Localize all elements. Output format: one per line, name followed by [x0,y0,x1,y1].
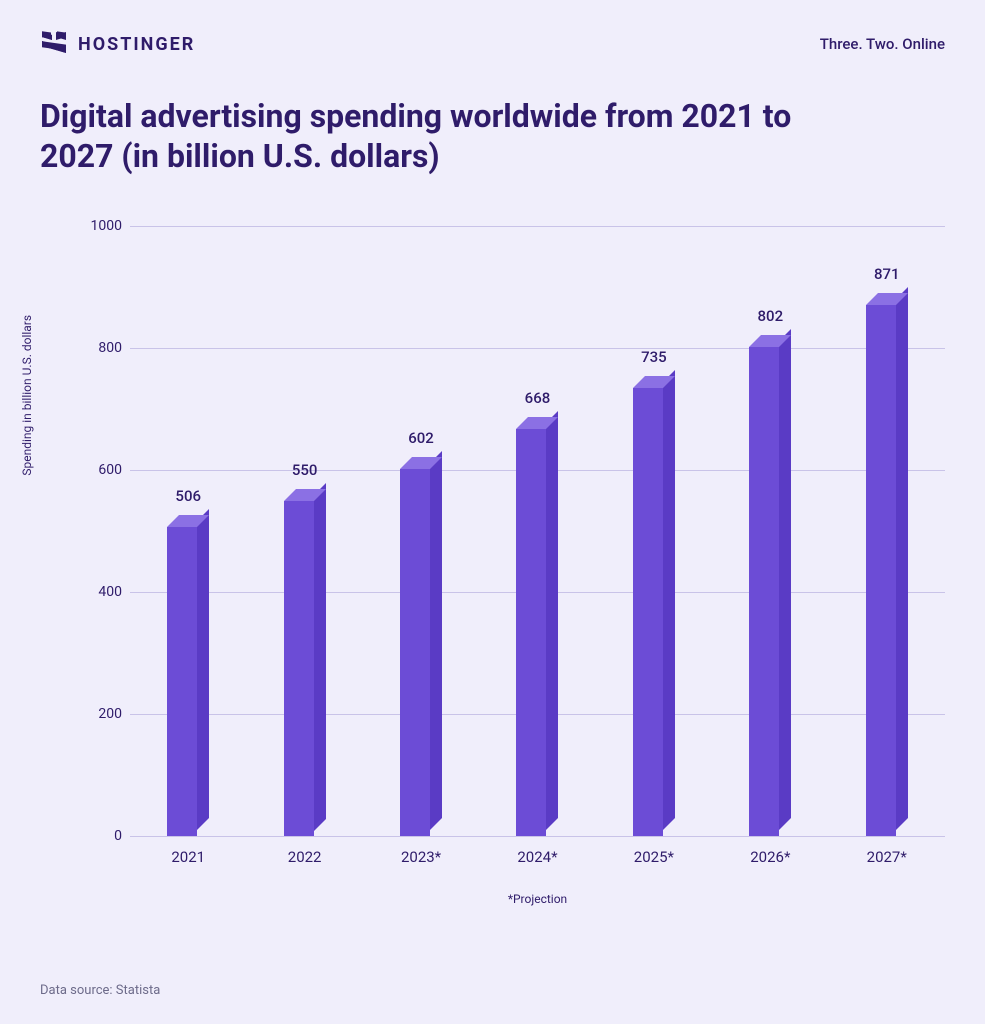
x-tick-label: 2024* [517,848,557,866]
brand-name: HOSTINGER [78,34,195,55]
bar: 668 [516,429,558,836]
brand-logo-icon [40,28,68,60]
bar-value-label: 506 [175,487,201,505]
bar-column: 8712027* [842,226,932,836]
bar: 506 [167,527,209,836]
x-tick-label: 2022 [288,848,322,866]
plot-area: *Projection 0200400600800100050620215502… [130,226,945,836]
bar-front [633,388,663,836]
bar-side [314,483,326,831]
data-source: Data source: Statista [40,983,160,998]
bar-side [896,287,908,830]
bar-column: 6022023* [376,226,466,836]
x-tick-label: 2023* [401,848,441,866]
bar-column: 8022026* [726,226,816,836]
x-tick-label: 2026* [750,848,790,866]
bar-front [516,429,546,836]
y-tick-label: 600 [82,462,122,478]
bar-column: 6682024* [493,226,583,836]
bar-side [546,411,558,830]
bar-value-label: 550 [292,461,318,479]
y-tick-label: 800 [82,340,122,356]
bar-column: 5502022 [260,226,350,836]
x-tick-label: 2027* [867,848,907,866]
bar-column: 5062021 [143,226,233,836]
bar-column: 7352025* [609,226,699,836]
bar: 602 [400,469,442,836]
bar-value-label: 802 [758,307,784,325]
bar: 871 [866,305,908,836]
bar-front [749,347,779,836]
bar-front [284,501,314,837]
bar-front [400,469,430,836]
y-tick-label: 400 [82,584,122,600]
bar-side [430,451,442,830]
chart: Spending in billion U.S. dollars *Projec… [30,216,955,896]
gridline [130,836,945,837]
bar: 802 [749,347,791,836]
bar: 550 [284,501,326,837]
brand: HOSTINGER [40,28,195,60]
y-tick-label: 200 [82,706,122,722]
bars-container: 5062021 5502022 6022023* 6682024* 7352025* 80… [130,226,945,836]
bar-value-label: 668 [525,389,551,407]
chart-title: Digital advertising spending worldwide f… [0,60,880,186]
y-tick-label: 0 [82,828,122,844]
bar-front [866,305,896,836]
bar-side [779,329,791,830]
bar: 735 [633,388,675,836]
x-tick-label: 2025* [634,848,674,866]
y-tick-label: 1000 [82,218,122,234]
header: HOSTINGER Three. Two. Online [0,0,985,60]
x-tick-label: 2021 [171,848,205,866]
bar-value-label: 735 [641,348,667,366]
bar-front [167,527,197,836]
x-axis-note: *Projection [508,892,567,906]
tagline: Three. Two. Online [820,35,945,53]
y-axis-label: Spending in billion U.S. dollars [20,315,34,476]
bar-side [197,509,209,830]
bar-value-label: 871 [874,265,900,283]
bar-side [663,370,675,830]
bar-value-label: 602 [408,429,434,447]
